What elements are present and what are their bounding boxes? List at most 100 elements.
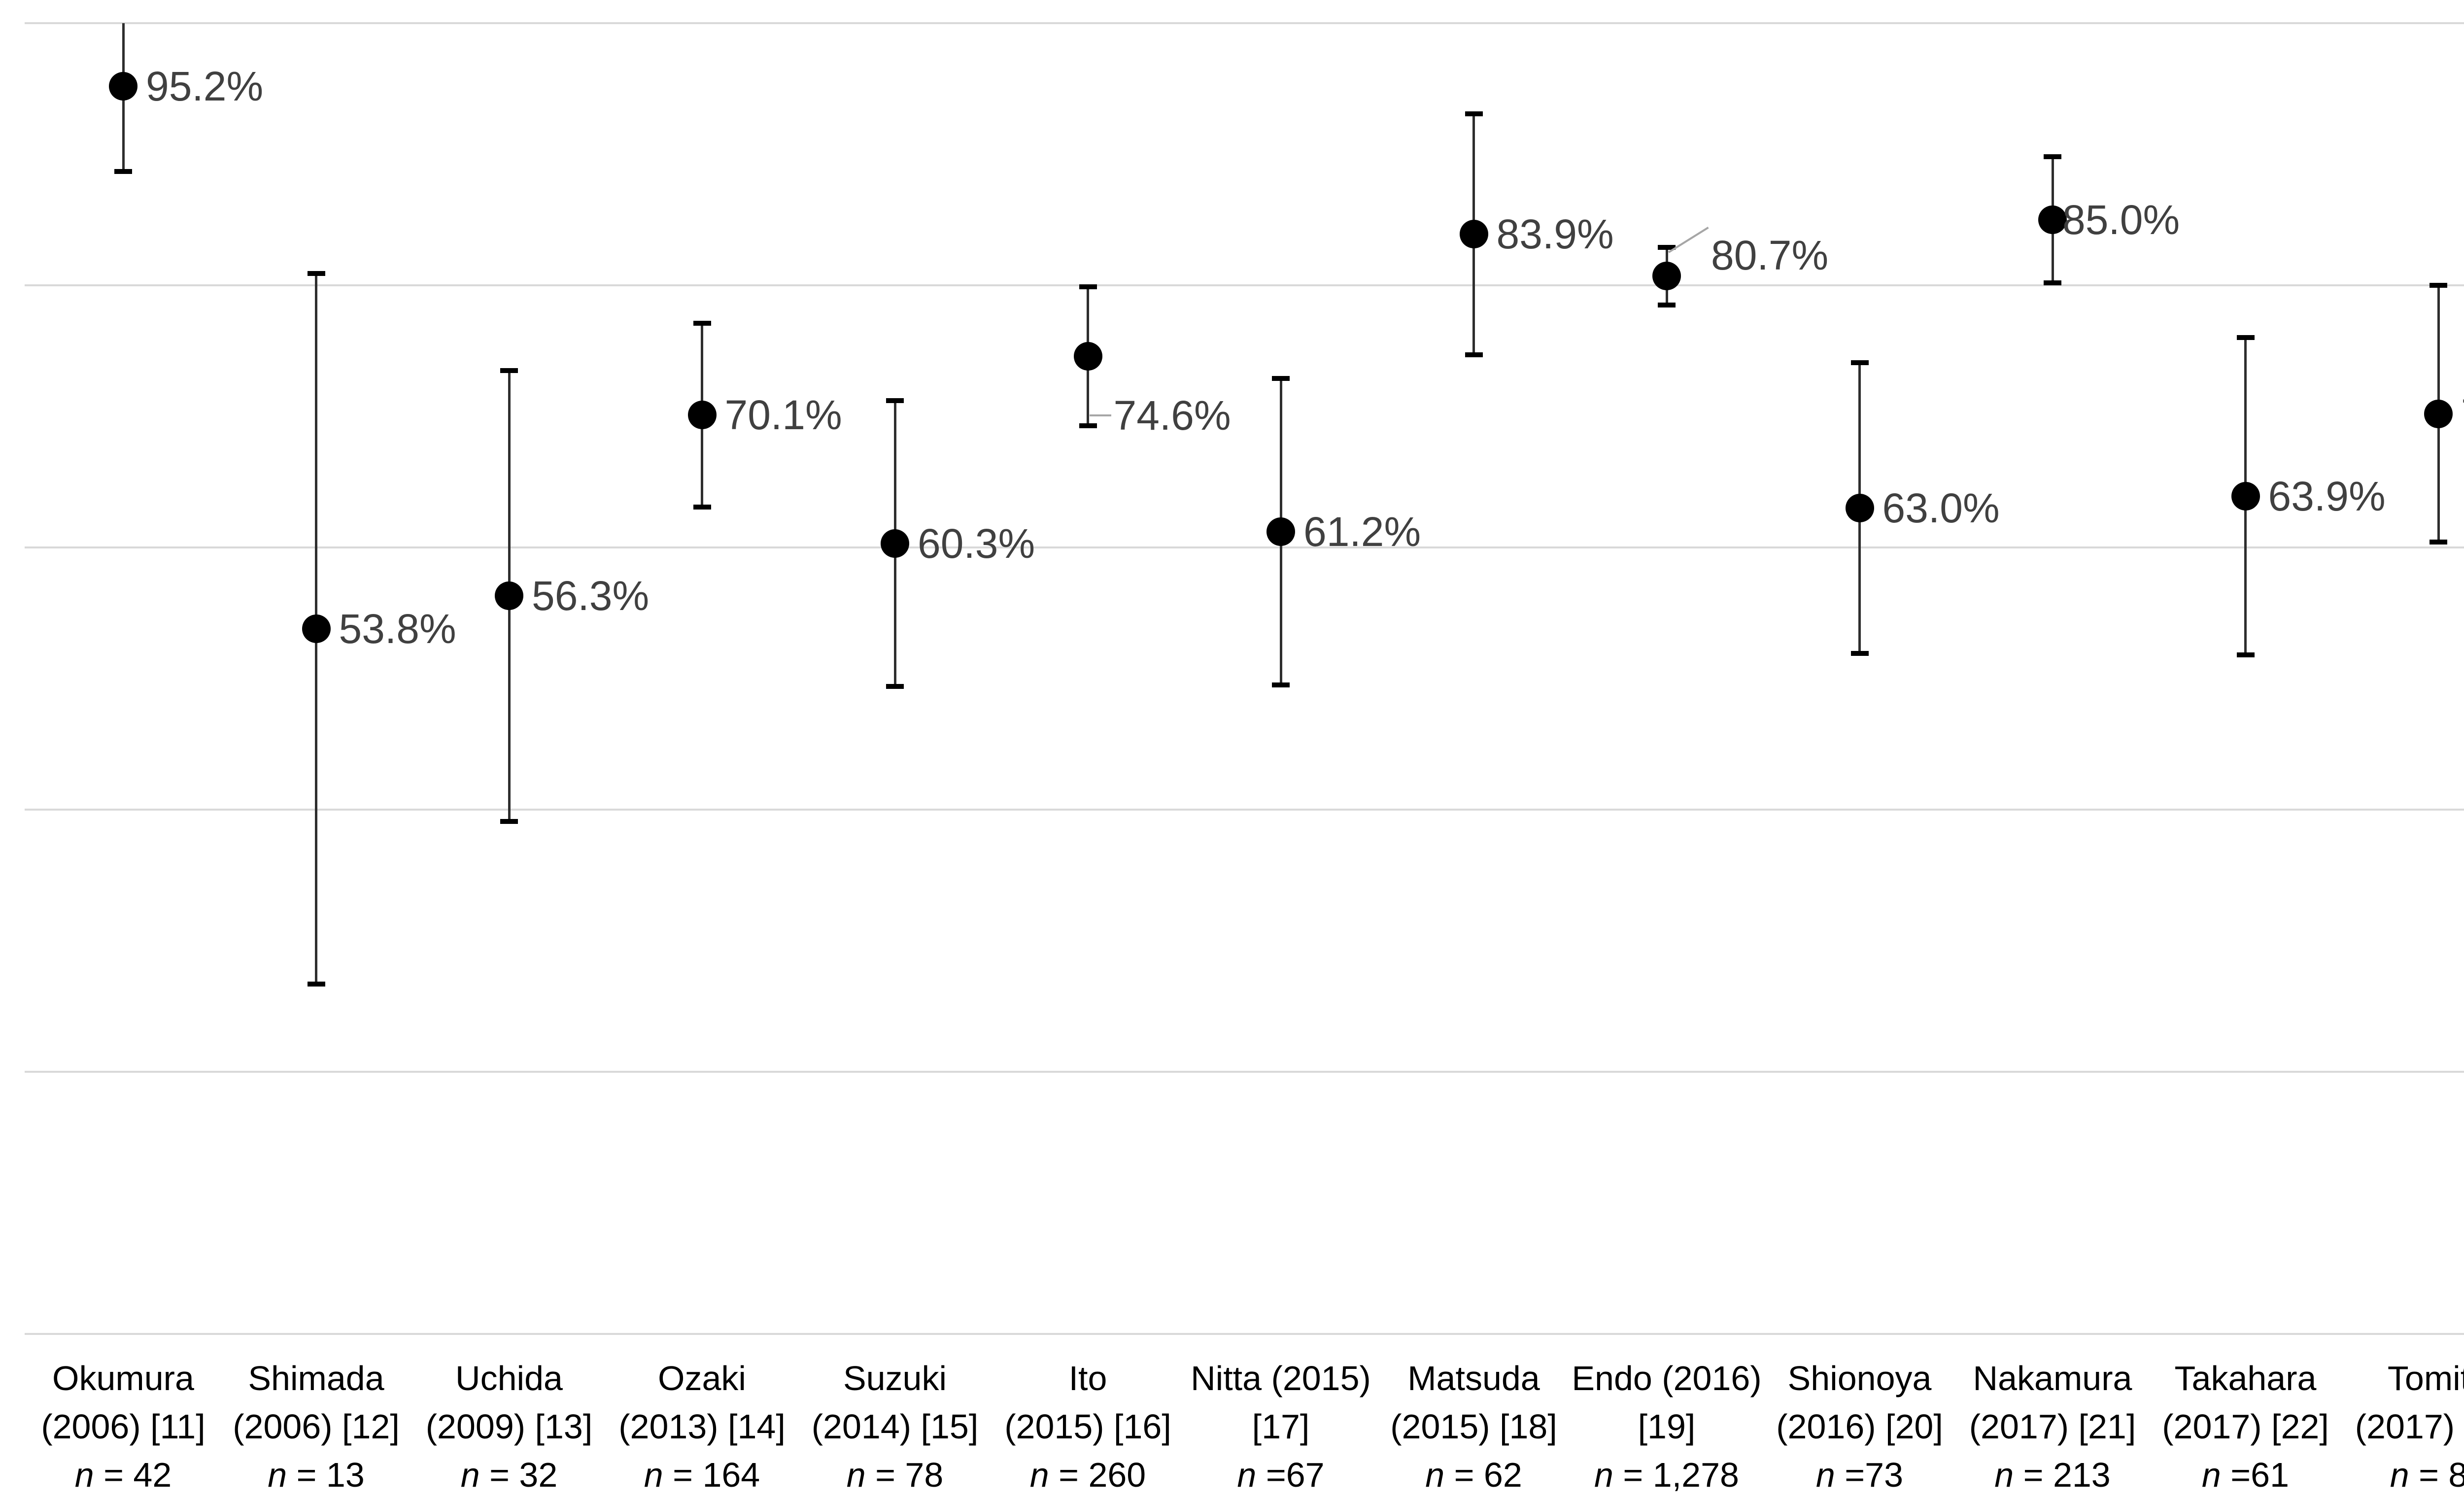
category-label-line: Takahara xyxy=(2174,1359,2317,1397)
gridline xyxy=(25,284,2464,286)
category-label-line: n = 260 xyxy=(1029,1456,1146,1494)
data-label: 56.3% xyxy=(532,573,650,619)
data-label: 80.7% xyxy=(1711,232,1829,279)
error-bar-cap-top xyxy=(307,271,325,276)
data-label: 63.9% xyxy=(2268,473,2386,520)
data-label: 53.8% xyxy=(339,605,456,652)
data-point-marker xyxy=(881,529,909,558)
gridline xyxy=(25,546,2464,548)
n-variable: n xyxy=(2390,1456,2409,1494)
data-point-marker xyxy=(1845,494,1874,523)
category-label-line: Uchida xyxy=(455,1359,563,1397)
category-label-line: (2015) [18] xyxy=(1390,1407,1557,1446)
gridline xyxy=(25,809,2464,811)
error-bar-cap-top xyxy=(2430,283,2447,288)
category-label-line: Nitta (2015) xyxy=(1191,1359,1371,1397)
error-bar-cap-top xyxy=(2044,154,2061,160)
category-label-line: Okumura xyxy=(52,1359,194,1397)
category-label-line: Endo (2016) xyxy=(1572,1359,1762,1397)
category-label-line: n =61 xyxy=(2201,1456,2290,1494)
category-label: Uchida (2009) [13] n = 32 xyxy=(426,1354,593,1499)
data-point-marker xyxy=(495,581,523,611)
error-bar-cap-top xyxy=(2236,335,2255,341)
data-point-marker xyxy=(302,614,331,643)
category-label: Matsuda (2015) [18] n = 62 xyxy=(1390,1354,1557,1499)
category-label-line: Ozaki xyxy=(658,1359,746,1397)
category-label-line: Matsuda xyxy=(1407,1359,1540,1397)
category-label-line: (2013) [14] xyxy=(618,1407,786,1446)
error-bar-cap-bottom xyxy=(1850,651,1869,656)
error-bar-cap-bottom xyxy=(1465,352,1483,357)
error-bar-cap-bottom xyxy=(500,818,518,824)
n-variable: n xyxy=(460,1456,480,1494)
category-label-line: n = 62 xyxy=(1425,1456,1522,1494)
leader-line xyxy=(1089,414,1111,416)
error-bar-cap-bottom xyxy=(693,504,711,510)
data-label: 95.2% xyxy=(146,63,264,109)
category-label-line: n = 32 xyxy=(460,1456,558,1494)
error-bar-cap-bottom xyxy=(114,169,132,174)
n-variable: n xyxy=(1029,1456,1049,1494)
error-bar-cap-bottom xyxy=(2430,540,2447,545)
error-bar-cap-top xyxy=(1272,375,1290,381)
category-label-line: (2015) [16] xyxy=(1004,1407,1171,1446)
error-bar-cap-bottom xyxy=(1272,682,1290,688)
category-label-line: (2006) [12] xyxy=(233,1407,400,1446)
category-label-line: Shionoya xyxy=(1787,1359,1932,1397)
category-label-line: n = 164 xyxy=(644,1456,760,1494)
category-label: Shimada (2006) [12] n = 13 xyxy=(233,1354,400,1499)
data-point-marker xyxy=(1459,220,1488,249)
n-variable: n xyxy=(2201,1456,2221,1494)
category-label: Tomita (2017) [23] n = 84 xyxy=(2355,1354,2464,1499)
category-label-line: n = 42 xyxy=(74,1456,172,1494)
category-label-line: n =73 xyxy=(1815,1456,1904,1494)
error-bar-cap-bottom xyxy=(2044,280,2061,285)
category-label-line: (2017) [22] xyxy=(2162,1407,2329,1446)
n-variable: n xyxy=(644,1456,663,1494)
category-label-line: n =67 xyxy=(1237,1456,1325,1494)
category-label-line: (2017) [21] xyxy=(1969,1407,2136,1446)
error-bar-cap-top xyxy=(500,368,518,373)
n-variable: n xyxy=(1815,1456,1835,1494)
gridline xyxy=(25,1333,2464,1335)
data-label: 83.9% xyxy=(1496,211,1614,258)
n-variable: n xyxy=(1425,1456,1445,1494)
data-point-marker xyxy=(1266,517,1295,546)
category-label-line: n = 78 xyxy=(846,1456,944,1494)
n-variable: n xyxy=(1594,1456,1613,1494)
data-label: 70.2% xyxy=(2461,393,2464,435)
error-bar-cap-top xyxy=(1850,360,1869,365)
error-bar-cap-top xyxy=(1465,111,1483,116)
error-bar-cap-bottom xyxy=(307,981,325,987)
data-point-marker xyxy=(2038,205,2067,234)
category-label: Ito (2015) [16] n = 260 xyxy=(1004,1354,1171,1499)
n-variable: n xyxy=(268,1456,287,1494)
data-point-marker xyxy=(2424,399,2453,428)
category-label: Okumura (2006) [11] n = 42 xyxy=(41,1354,205,1499)
leader-line xyxy=(1668,226,1709,253)
category-label-line: n = 13 xyxy=(268,1456,365,1494)
data-label: 61.2% xyxy=(1303,509,1421,555)
data-label: 60.3% xyxy=(918,520,1035,567)
data-point-marker xyxy=(687,401,717,430)
data-label: 74.6% xyxy=(1113,392,1231,439)
error-bar-cap-bottom xyxy=(886,683,904,689)
category-label-line: Shimada xyxy=(248,1359,384,1397)
category-label-line: (2014) [15] xyxy=(811,1407,979,1446)
error-bar-cap-bottom xyxy=(2236,652,2255,658)
category-label-line: (2006) [11] xyxy=(41,1407,205,1446)
error-bar-cap-top xyxy=(1079,284,1097,289)
category-label-line: Ito xyxy=(1068,1359,1107,1397)
category-label-line: [19] xyxy=(1638,1407,1696,1446)
category-label-line: Tomita xyxy=(2387,1359,2464,1397)
category-label-line: Suzuki xyxy=(843,1359,947,1397)
category-label: Nakamura (2017) [21] n = 213 xyxy=(1969,1354,2136,1499)
category-label-line: (2009) [13] xyxy=(425,1407,593,1446)
data-label: 85.0% xyxy=(2062,197,2180,243)
category-label: Shionoya (2016) [20] n =73 xyxy=(1776,1354,1943,1499)
data-point-marker xyxy=(2231,482,2260,511)
category-label-line: n = 213 xyxy=(1994,1456,2111,1494)
n-variable: n xyxy=(1237,1456,1257,1494)
data-point-marker xyxy=(109,71,137,101)
